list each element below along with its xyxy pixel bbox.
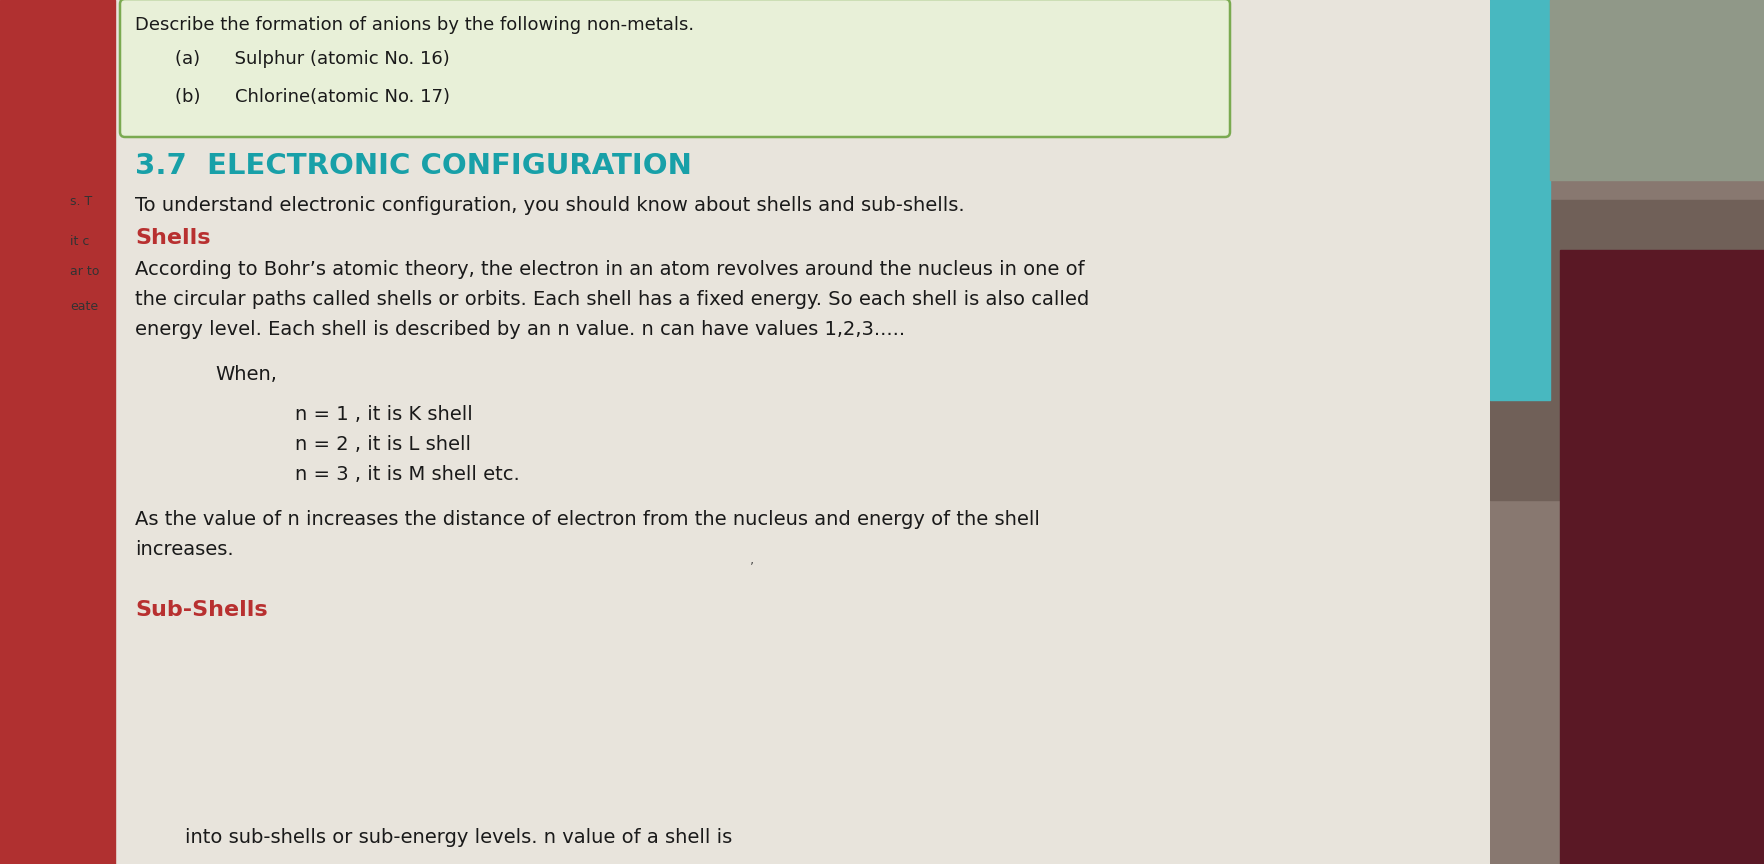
Text: into sub-shells or sub-energy levels. n value of a shell is: into sub-shells or sub-energy levels. n … bbox=[134, 828, 732, 847]
Text: ar to: ar to bbox=[71, 265, 99, 278]
Text: When,: When, bbox=[215, 365, 277, 384]
Text: To understand electronic configuration, you should know about shells and sub-she: To understand electronic configuration, … bbox=[134, 196, 965, 215]
Text: n = 2 , it is L shell: n = 2 , it is L shell bbox=[295, 435, 471, 454]
Text: s. T: s. T bbox=[71, 195, 92, 208]
Bar bbox=[1489, 0, 1764, 160]
Text: Shells: Shells bbox=[134, 228, 210, 248]
FancyBboxPatch shape bbox=[120, 0, 1230, 137]
Bar bbox=[0, 0, 115, 864]
Text: n = 1 , it is K shell: n = 1 , it is K shell bbox=[295, 405, 473, 424]
Text: eate: eate bbox=[71, 300, 99, 313]
Text: n = 3 , it is M shell etc.: n = 3 , it is M shell etc. bbox=[295, 465, 519, 484]
Bar bbox=[1489, 200, 1764, 500]
Text: 3.7  ELECTRONIC CONFIGURATION: 3.7 ELECTRONIC CONFIGURATION bbox=[134, 152, 691, 180]
Bar bbox=[1559, 250, 1764, 864]
Text: Describe the formation of anions by the following non-metals.: Describe the formation of anions by the … bbox=[134, 16, 693, 34]
Text: (b)      Chlorine(atomic No. 17): (b) Chlorine(atomic No. 17) bbox=[175, 88, 450, 106]
Text: As the value of n increases the distance of electron from the nucleus and energy: As the value of n increases the distance… bbox=[134, 510, 1039, 529]
Text: the circular paths called shells or orbits. Each shell has a fixed energy. So ea: the circular paths called shells or orbi… bbox=[134, 290, 1088, 309]
Text: (a)      Sulphur (atomic No. 16): (a) Sulphur (atomic No. 16) bbox=[175, 50, 450, 68]
Text: increases.: increases. bbox=[134, 540, 233, 559]
Bar bbox=[1489, 0, 1549, 400]
Bar bbox=[1489, 0, 1764, 864]
Bar bbox=[1549, 0, 1764, 180]
Text: it c: it c bbox=[71, 235, 90, 248]
Polygon shape bbox=[115, 0, 1489, 864]
Text: ’: ’ bbox=[750, 560, 753, 573]
Text: Sub-Shells: Sub-Shells bbox=[134, 600, 268, 620]
Text: energy level. Each shell is described by an n value. n can have values 1,2,3....: energy level. Each shell is described by… bbox=[134, 320, 905, 339]
Text: According to Bohr’s atomic theory, the electron in an atom revolves around the n: According to Bohr’s atomic theory, the e… bbox=[134, 260, 1085, 279]
